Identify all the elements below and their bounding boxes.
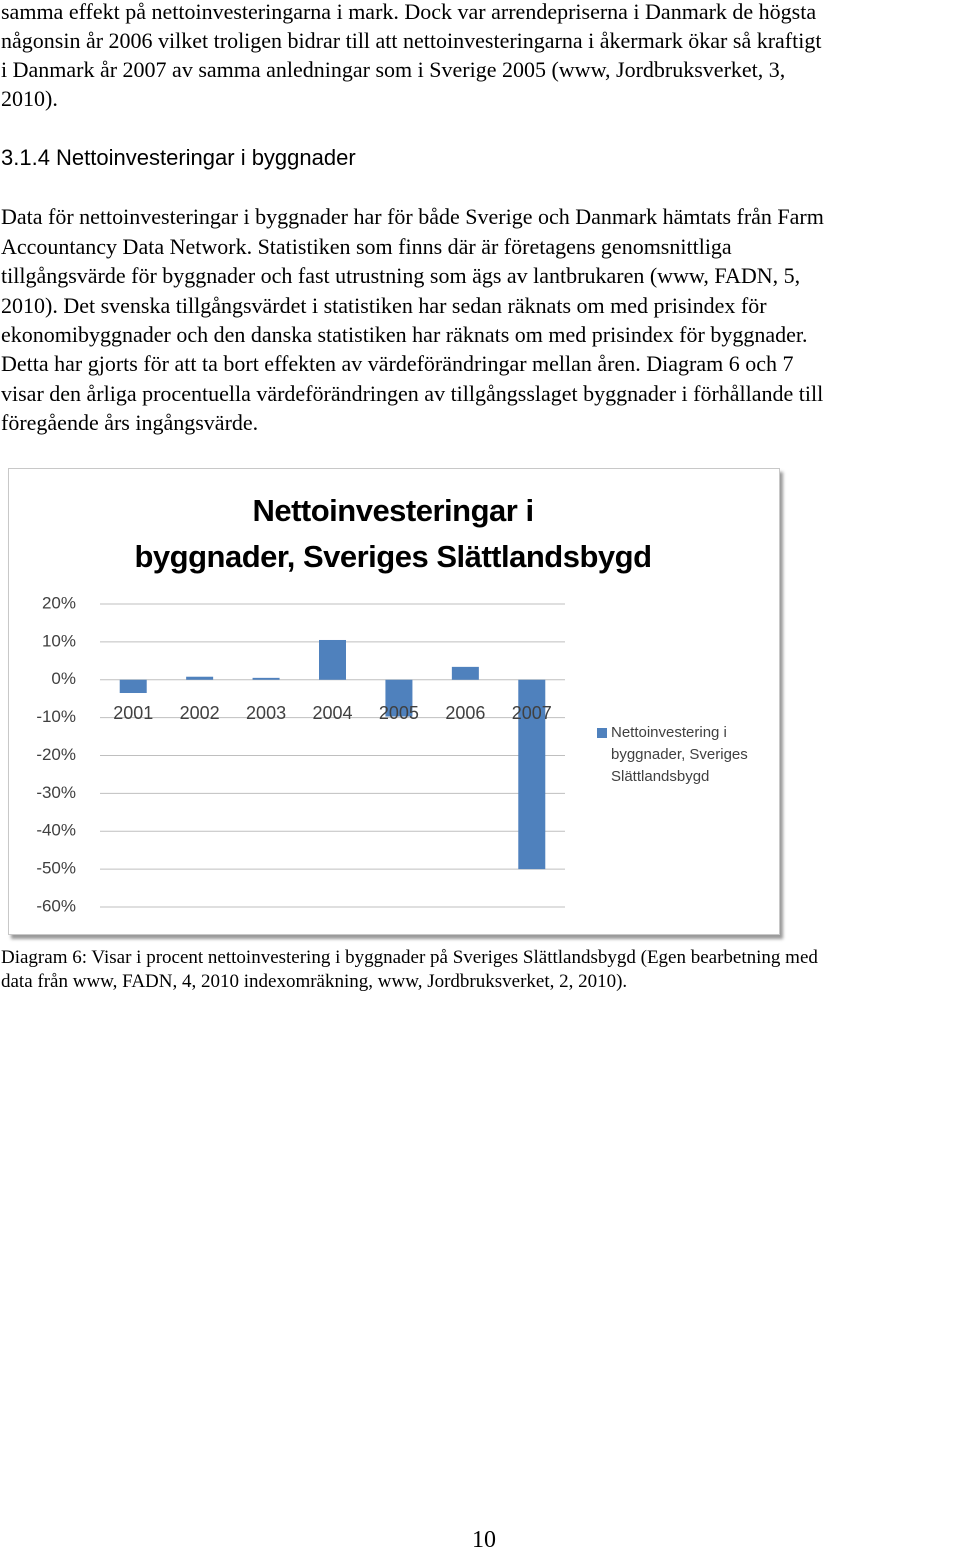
page-number: 10 (472, 1527, 496, 1553)
section-heading: 3.1.4 Nettoinvesteringar i byggnader (1, 145, 356, 170)
paragraph-line: någonsin år 2006 vilket troligen bidrar … (1, 28, 822, 53)
paragraph-line: i Danmark år 2007 av samma anledningar s… (1, 57, 786, 82)
chart-title: Nettoinvesteringar i byggnader, Sveriges… (134, 493, 652, 574)
y-tick-label: 10% (42, 631, 76, 650)
y-tick-label: 0% (51, 669, 76, 688)
paragraph-line: föregående års ingångsvärde. (1, 410, 259, 435)
chart: 20% 10% 0% -10% -20% -30% -40% -50% -60% 2001 2002… (36, 593, 607, 915)
y-tick-label: -50% (36, 859, 76, 878)
paragraph-line: ekonomibyggnader och den danska statisti… (1, 322, 808, 347)
paragraph-line: Accountancy Data Network. Statistiken so… (1, 234, 732, 259)
bar (451, 666, 479, 680)
paragraph-line: Detta har gjorts för att ta bort effekte… (1, 351, 794, 376)
paragraph-line: tillgångsvärde för byggnader och fast ut… (1, 263, 801, 288)
legend-swatch (597, 728, 607, 738)
bar (186, 676, 214, 680)
legend-label: Nettoinvestering i byggnader, Sveriges S… (611, 724, 748, 785)
bar (518, 679, 546, 870)
x-tick-label: 2007 (512, 703, 552, 723)
paragraph-line: Data för nettoinvesteringar i byggnader … (1, 204, 824, 229)
caption-line: Diagram 6: Visar i procent nettoinvester… (1, 947, 818, 968)
paragraph-line: visar den årliga procentuella värdeförän… (1, 381, 824, 406)
bar (319, 639, 346, 680)
y-tick-label: -30% (36, 783, 76, 802)
y-tick-label: -40% (36, 821, 76, 840)
x-tick-label: 2001 (113, 703, 153, 723)
bar (119, 679, 147, 694)
x-tick-label: 2003 (246, 703, 286, 723)
x-tick-label: 2002 (180, 703, 220, 723)
y-tick-label: -20% (36, 745, 76, 764)
paragraph-line: 2010). Det svenska tillgångsvärdet i sta… (1, 293, 767, 318)
paragraph-line: samma effekt på nettoinvesteringarna i m… (1, 0, 817, 24)
paragraph-line: 2010). (1, 86, 58, 111)
x-tick-label: 2004 (312, 703, 352, 723)
caption-line: data från www, FADN, 4, 2010 indexomräkn… (1, 971, 628, 992)
y-tick-label: 20% (42, 593, 76, 612)
x-tick-label: 2006 (445, 703, 485, 723)
y-tick-label: -60% (36, 896, 76, 915)
bar (385, 679, 413, 717)
x-tick-label: 2005 (379, 703, 419, 723)
y-tick-label: -10% (36, 707, 76, 726)
bar (252, 677, 280, 680)
